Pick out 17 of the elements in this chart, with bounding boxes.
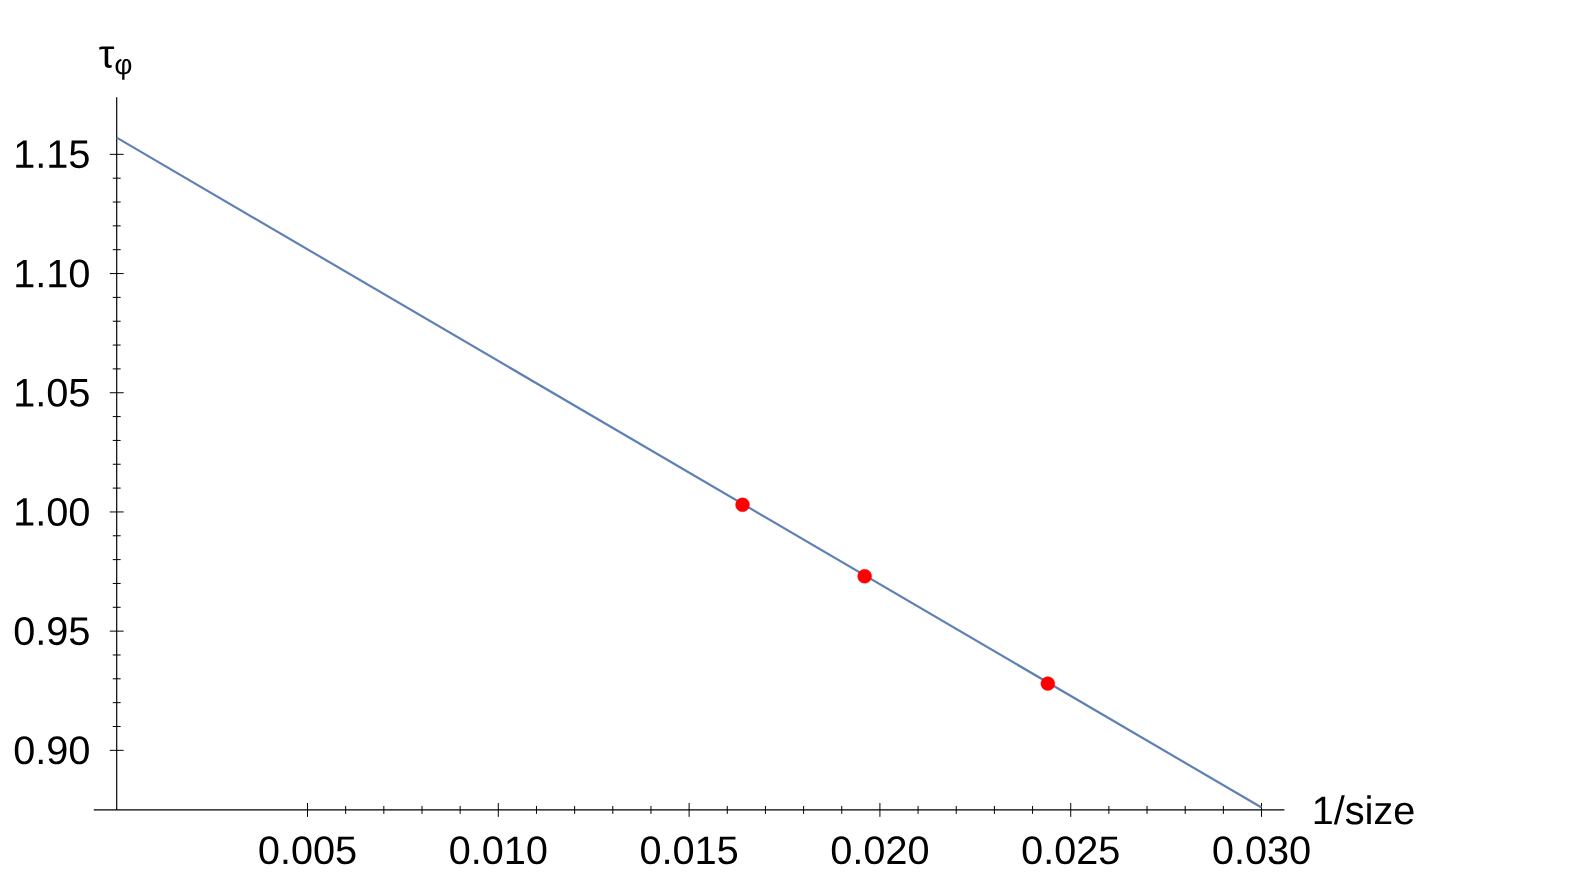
y-tick-label: 1.05 <box>16 378 89 407</box>
point <box>735 497 750 512</box>
y-tick-label: 1.10 <box>16 259 89 288</box>
y-tick-label: 1.15 <box>16 140 89 169</box>
x-tick-label: 0.015 <box>641 836 738 865</box>
y-tick-label: 1.00 <box>16 497 89 526</box>
x-tick-label: 0.020 <box>831 836 928 865</box>
y-tick-label: 0.90 <box>14 736 89 765</box>
point <box>1040 676 1055 691</box>
x-tick-label: 0.010 <box>450 836 547 865</box>
x-tick-label: 0.025 <box>1022 836 1119 865</box>
x-tick-label: 0.005 <box>259 836 356 865</box>
y-axis-title: τ$_{φ}$ <box>99 46 132 80</box>
x-tick-label: 0.030 <box>1213 836 1310 865</box>
y-tick-label: 0.95 <box>14 616 89 646</box>
point <box>857 569 872 584</box>
x-axis-title: 1/size <box>1314 795 1414 825</box>
